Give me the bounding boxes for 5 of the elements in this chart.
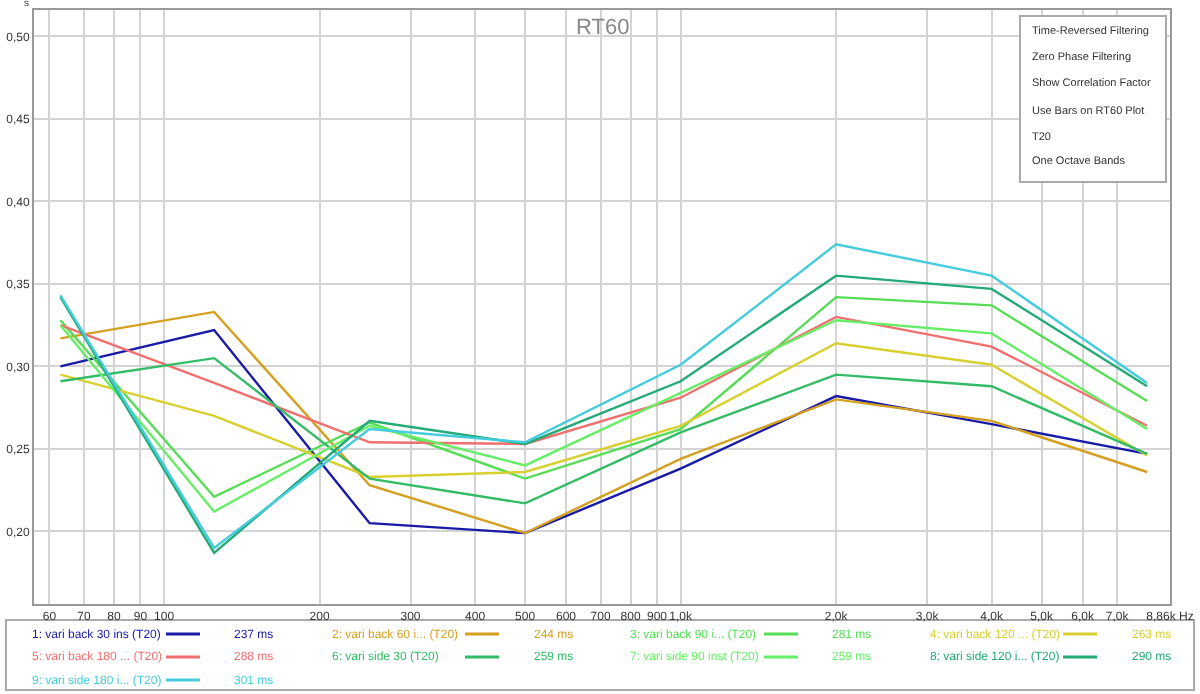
chart-title: RT60 bbox=[576, 16, 630, 40]
line-series bbox=[59, 295, 1149, 498]
line-series bbox=[59, 356, 1149, 505]
line-series bbox=[59, 342, 1149, 479]
line-series bbox=[59, 315, 1149, 446]
